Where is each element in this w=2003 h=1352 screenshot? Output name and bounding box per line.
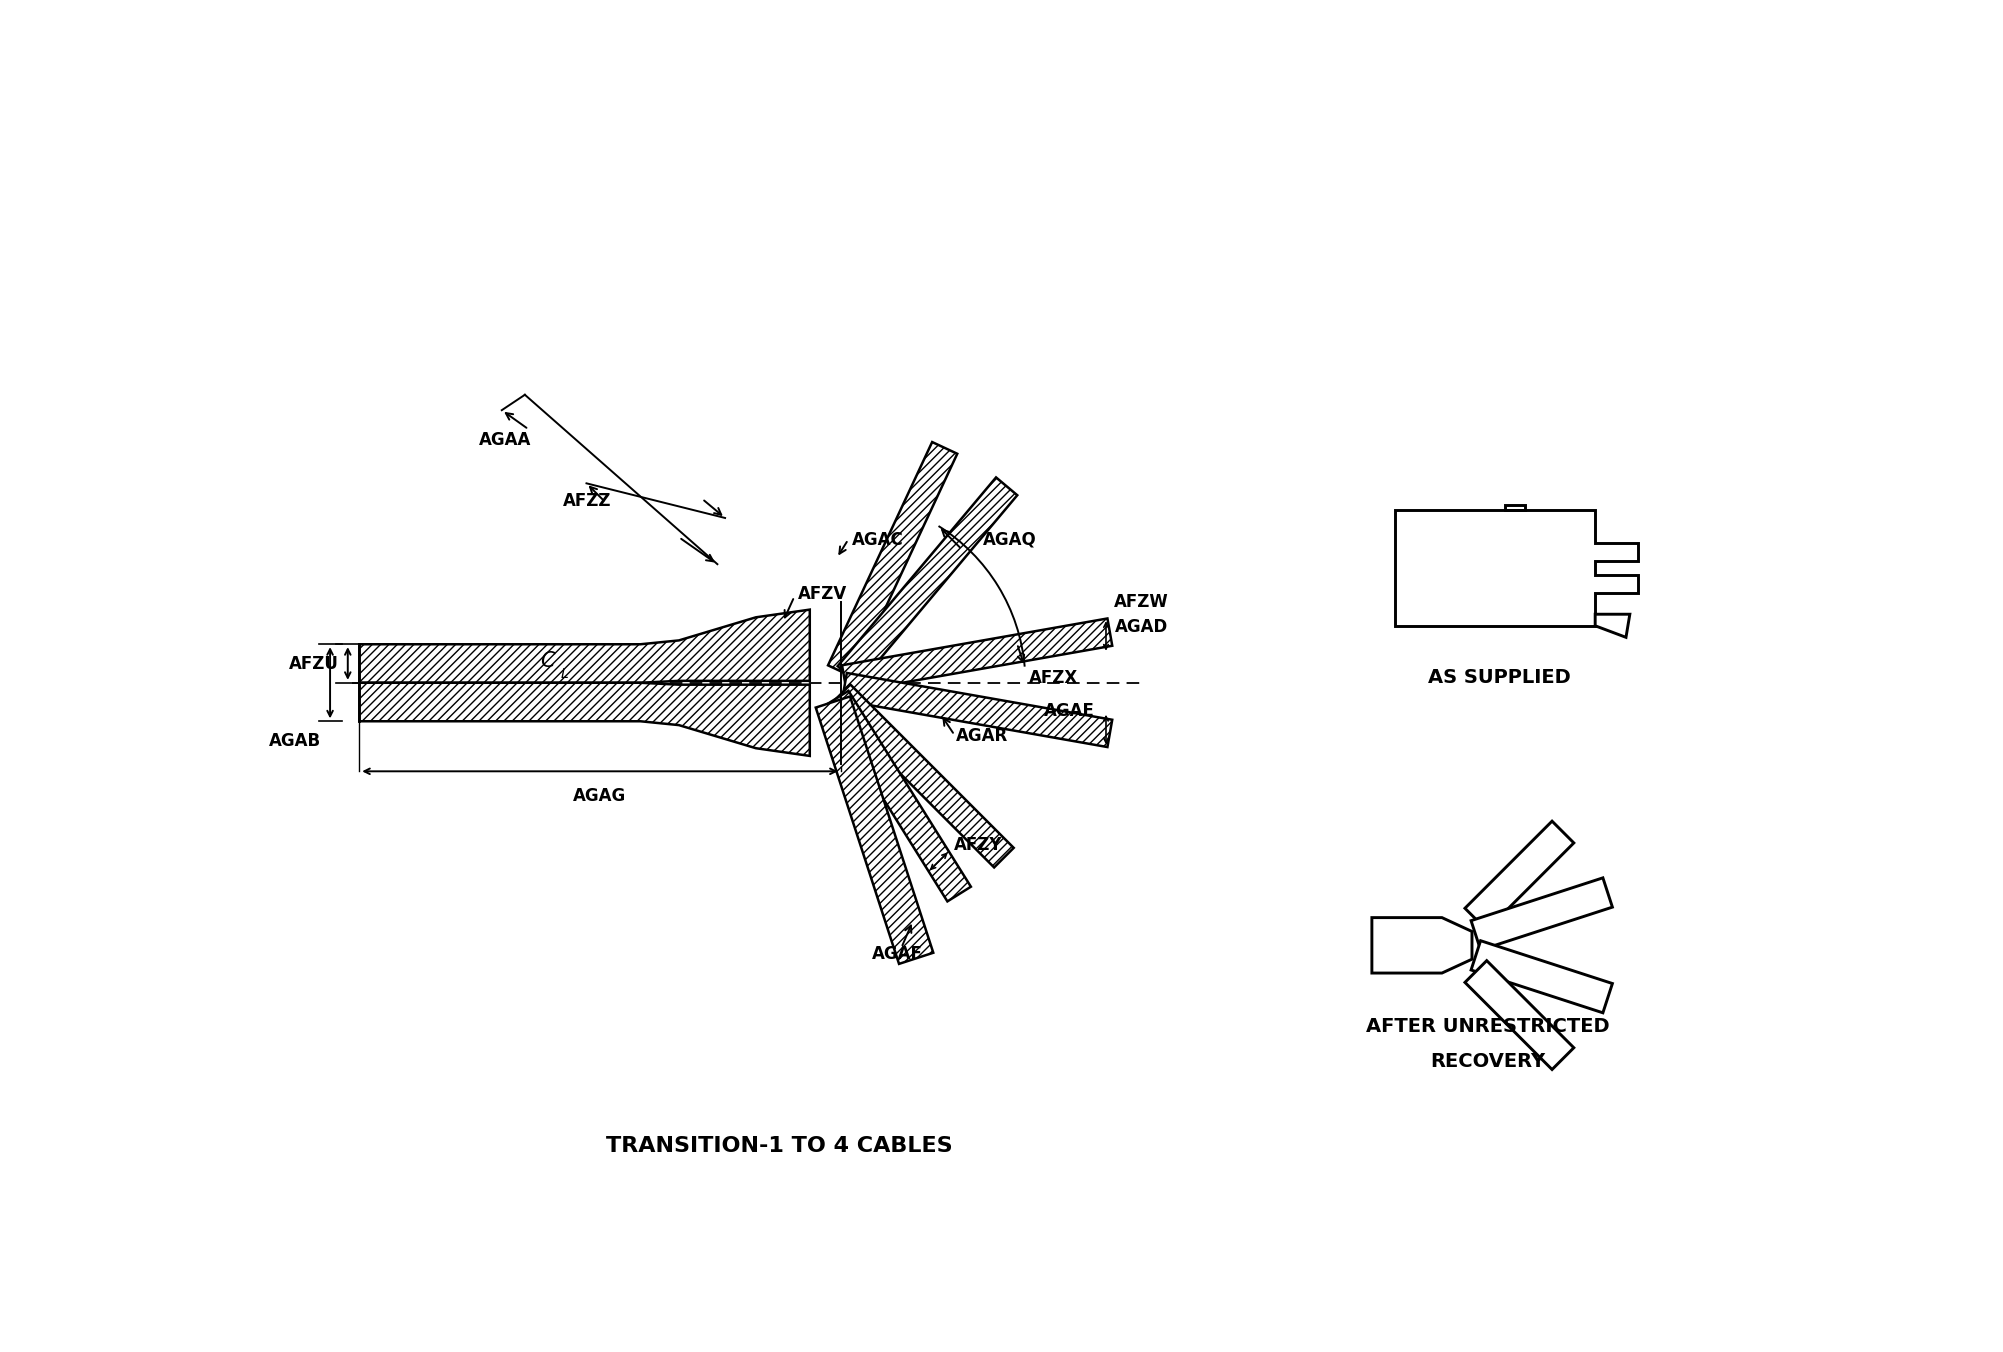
- Text: AFZZ: AFZZ: [563, 492, 611, 511]
- Polygon shape: [815, 696, 933, 964]
- Text: AGAQ: AGAQ: [983, 531, 1038, 549]
- Text: AFZU: AFZU: [288, 654, 339, 672]
- Text: $\mathit{C}$: $\mathit{C}$: [539, 652, 557, 671]
- Polygon shape: [359, 683, 809, 756]
- Text: RECOVERY: RECOVERY: [1430, 1052, 1544, 1071]
- Polygon shape: [1470, 877, 1612, 950]
- Text: TRANSITION-1 TO 4 CABLES: TRANSITION-1 TO 4 CABLES: [605, 1136, 951, 1156]
- Polygon shape: [837, 477, 1018, 684]
- Text: AFZV: AFZV: [799, 585, 847, 603]
- Polygon shape: [827, 442, 957, 677]
- Text: AFZY: AFZY: [953, 836, 1004, 854]
- Polygon shape: [825, 691, 971, 902]
- Text: AFZX: AFZX: [1030, 669, 1078, 687]
- Polygon shape: [1372, 918, 1472, 973]
- Text: $\mathit{L}$: $\mathit{L}$: [561, 668, 569, 681]
- Text: AGAF: AGAF: [871, 945, 923, 964]
- Text: AGAD: AGAD: [1116, 618, 1168, 635]
- Polygon shape: [841, 673, 1112, 748]
- Polygon shape: [1464, 961, 1574, 1069]
- Polygon shape: [841, 618, 1112, 692]
- Polygon shape: [831, 684, 1014, 868]
- Polygon shape: [1470, 941, 1612, 1013]
- Text: AGAB: AGAB: [268, 731, 320, 749]
- Text: AFTER UNRESTRICTED: AFTER UNRESTRICTED: [1366, 1017, 1608, 1036]
- Text: AFZW: AFZW: [1114, 592, 1168, 611]
- Text: AGAC: AGAC: [851, 531, 903, 549]
- Polygon shape: [1394, 504, 1638, 626]
- Text: AGAA: AGAA: [479, 431, 531, 449]
- Polygon shape: [1464, 821, 1574, 930]
- Text: AGAR: AGAR: [955, 727, 1008, 745]
- Text: AGAE: AGAE: [1044, 702, 1096, 719]
- Text: AGAG: AGAG: [573, 787, 627, 804]
- Text: AS SUPPLIED: AS SUPPLIED: [1428, 668, 1570, 687]
- Polygon shape: [359, 610, 809, 683]
- Polygon shape: [1594, 614, 1630, 637]
